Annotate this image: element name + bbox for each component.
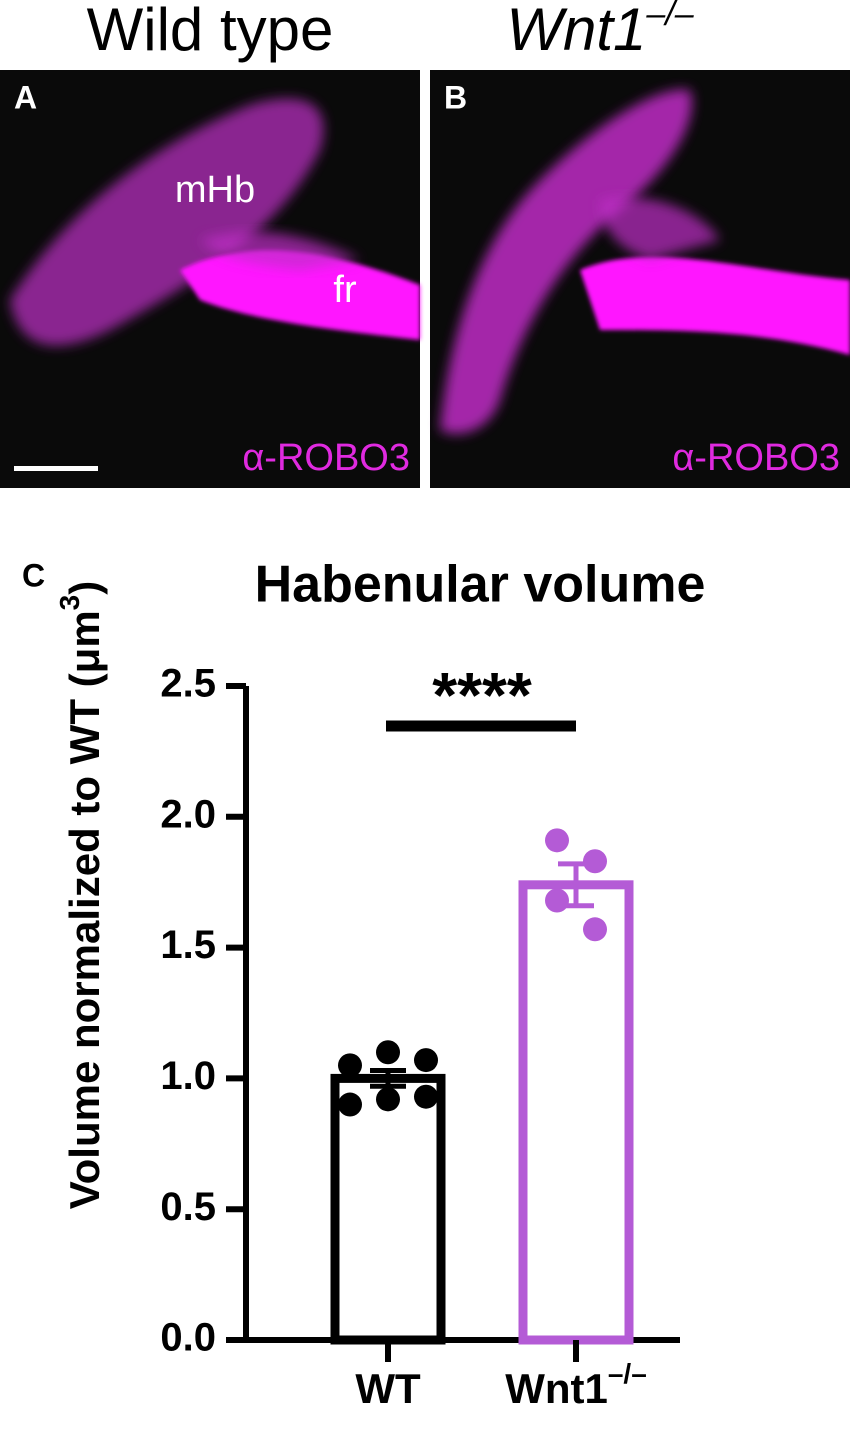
x-tick-label: Wnt1–/– xyxy=(505,1358,647,1412)
data-point xyxy=(414,1084,438,1109)
scale-bar xyxy=(14,466,98,471)
bar xyxy=(518,880,634,1345)
y-tick-label: 1.0 xyxy=(160,1054,216,1098)
error-bar xyxy=(370,1068,406,1089)
data-point xyxy=(338,1053,362,1078)
panel-header: Wild type xyxy=(87,0,334,63)
micrograph-a xyxy=(10,98,420,346)
y-label-superscript: 3 xyxy=(54,595,85,611)
panel-header: Wnt1–/– xyxy=(506,0,694,63)
region-label: fr xyxy=(333,269,357,311)
y-tick-label: 1.5 xyxy=(160,923,216,967)
header-superscript: –/– xyxy=(645,0,694,33)
category-superscript: –/– xyxy=(608,1358,647,1389)
y-axis-label: Volume normalized to WT (μm3) xyxy=(54,581,108,1210)
header-text: Wnt1 xyxy=(506,0,646,63)
panel-letter: B xyxy=(444,79,467,115)
chart-title: Habenular volume xyxy=(255,556,706,614)
category-text: WT xyxy=(355,1365,421,1412)
data-point xyxy=(338,1092,362,1117)
data-point xyxy=(583,917,607,942)
x-tick-label: WT xyxy=(355,1365,421,1412)
data-point xyxy=(545,888,569,913)
region-label: mHb xyxy=(175,169,255,211)
data-point xyxy=(545,828,569,853)
y-label-text: Volume normalized to WT (μm xyxy=(61,610,108,1209)
panel-letter: C xyxy=(22,557,45,593)
significance-label: **** xyxy=(432,659,532,731)
y-tick-label: 2.5 xyxy=(160,662,216,706)
category-text: Wnt1 xyxy=(505,1365,608,1412)
data-point xyxy=(376,1040,400,1065)
data-point xyxy=(583,849,607,874)
data-point xyxy=(414,1048,438,1073)
panel-letter: A xyxy=(14,79,37,115)
stain-label: α-ROBO3 xyxy=(242,437,410,479)
y-label-close: ) xyxy=(61,581,108,595)
y-tick-label: 0.0 xyxy=(160,1316,216,1360)
data-point xyxy=(376,1087,400,1112)
y-tick-label: 0.5 xyxy=(160,1185,216,1229)
stain-label: α-ROBO3 xyxy=(672,437,840,479)
micrograph-b xyxy=(440,89,850,434)
bar xyxy=(330,1073,446,1345)
y-tick-label: 2.0 xyxy=(160,792,216,836)
